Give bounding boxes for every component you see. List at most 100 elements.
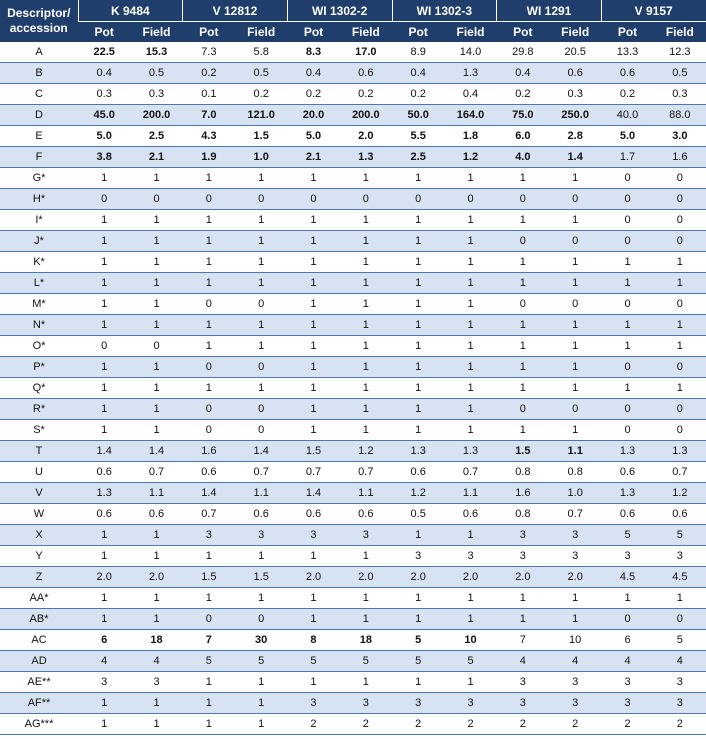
field-cell: 1 [549,251,602,273]
pot-cell: 1 [392,209,445,231]
pot-cell: 1 [287,377,340,399]
pot-cell: 1 [78,608,131,630]
field-cell: 1 [339,251,392,273]
pot-cell: 1 [496,419,549,441]
pot-cell: 0 [182,188,235,210]
pot-cell: 1 [182,230,235,252]
pot-cell: 0.1 [182,83,235,105]
pot-cell: 1 [287,356,340,378]
row-label: W [0,503,78,525]
field-cell: 1.0 [549,482,602,504]
field-cell: 1.2 [653,482,706,504]
field-cell: 0 [653,419,706,441]
field-cell: 1 [130,230,183,252]
pot-cell: 1 [601,587,654,609]
field-cell: 1 [235,272,288,294]
field-cell: 3 [653,671,706,693]
field-cell: 0.3 [549,83,602,105]
accession-header: WI 1291 [496,0,602,22]
pot-cell: 1 [392,356,445,378]
field-cell: 1 [339,272,392,294]
field-cell: 1 [130,587,183,609]
pot-cell: 1 [78,314,131,336]
field-cell: 1 [235,692,288,714]
pot-cell: 0.6 [392,461,445,483]
field-cell: 1 [549,587,602,609]
row-label: AE** [0,671,78,693]
field-cell: 1 [235,713,288,735]
pot-cell: 4 [601,650,654,672]
field-cell: 3 [653,692,706,714]
field-cell: 1.1 [339,482,392,504]
row-label: P* [0,356,78,378]
pot-header: Pot [182,21,235,42]
pot-cell: 22.5 [78,42,131,63]
pot-cell: 0.2 [601,83,654,105]
field-cell: 0 [549,188,602,210]
field-cell: 1.3 [339,146,392,168]
field-cell: 0 [549,398,602,420]
pot-header: Pot [78,21,131,42]
row-label: H* [0,188,78,210]
field-header: Field [235,21,288,42]
pot-cell: 1 [287,167,340,189]
row-label: AC [0,629,78,651]
field-cell: 0 [653,188,706,210]
field-cell: 1 [653,587,706,609]
field-header: Field [444,21,497,42]
table-row: L* 1 1 1 1 1 1 1 1 1 1 1 1 [0,272,706,294]
table-row: U 0.6 0.7 0.6 0.7 0.7 0.7 0.6 0.7 0.8 0.8 0.6 0.7 [0,461,706,483]
pot-cell: 0.6 [601,461,654,483]
field-cell: 1 [235,545,288,567]
pot-cell: 0.5 [392,503,445,525]
table-row: AE** 3 3 1 1 1 1 1 1 3 3 3 3 [0,671,706,693]
pot-cell: 5.0 [78,125,131,147]
field-cell: 1 [130,209,183,231]
field-cell: 1.0 [235,146,288,168]
pot-cell: 1 [496,314,549,336]
field-cell: 0 [130,335,183,357]
table-body: A 22.5 15.3 7.3 5.8 8.3 17.0 8.9 14.0 29.8 20.5 13.… [0,42,706,735]
field-cell: 1 [235,167,288,189]
pot-cell: 2.1 [287,146,340,168]
pot-cell: 0 [182,293,235,315]
field-cell: 0.4 [444,83,497,105]
field-cell: 0.6 [339,503,392,525]
field-cell: 0 [235,356,288,378]
table-row: T 1.4 1.4 1.6 1.4 1.5 1.2 1.3 1.3 1.5 1.1 1.3 1.3 [0,440,706,462]
field-cell: 2.0 [339,125,392,147]
pot-cell: 0 [601,419,654,441]
pot-cell: 1.3 [78,482,131,504]
pot-cell: 8 [287,629,340,651]
pot-cell: 1 [182,251,235,273]
field-cell: 1 [235,671,288,693]
pot-cell: 1 [287,671,340,693]
field-header: Field [339,21,392,42]
field-cell: 1.8 [444,125,497,147]
pot-cell: 0 [601,398,654,420]
pot-cell: 1 [182,587,235,609]
pot-cell: 0 [182,398,235,420]
field-cell: 1.2 [444,146,497,168]
pot-cell: 0.6 [601,503,654,525]
pot-cell: 5 [601,524,654,546]
pot-cell: 0.6 [78,503,131,525]
table-row: E 5.0 2.5 4.3 1.5 5.0 2.0 5.5 1.8 6.0 2.8 5.0 3.0 [0,125,706,147]
pot-cell: 3 [601,692,654,714]
pot-cell: 0 [182,356,235,378]
pot-cell: 0 [601,209,654,231]
row-label: AG*** [0,713,78,735]
table-row: A 22.5 15.3 7.3 5.8 8.3 17.0 8.9 14.0 29.8 20.5 13.… [0,42,706,63]
pot-cell: 0 [496,188,549,210]
field-cell: 1 [653,377,706,399]
pot-cell: 1 [287,335,340,357]
pot-cell: 1 [182,314,235,336]
pot-cell: 1 [182,671,235,693]
table-row: I* 1 1 1 1 1 1 1 1 1 1 0 0 [0,209,706,231]
table-row: D 45.0 200.0 7.0 121.0 20.0 200.0 50.0 164.0 75.0… [0,104,706,126]
field-cell: 0 [235,293,288,315]
pot-cell: 0.2 [496,83,549,105]
field-cell: 1.4 [130,440,183,462]
pot-cell: 5.5 [392,125,445,147]
